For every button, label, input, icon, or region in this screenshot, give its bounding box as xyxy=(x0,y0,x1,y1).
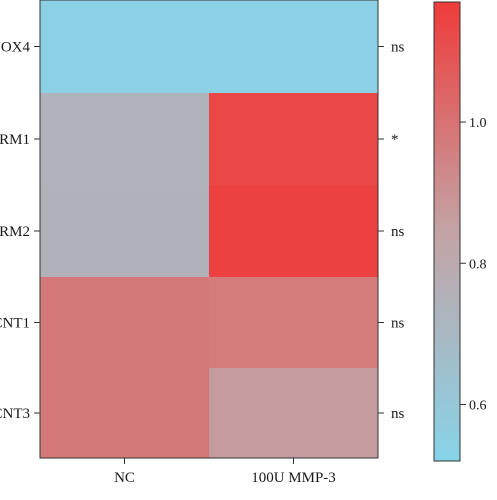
heatmap-cell xyxy=(40,185,209,277)
heatmap-cell xyxy=(40,0,209,93)
row-ticks: NOX4 RRM1 RRM2 CNT1 CNT3 xyxy=(0,40,40,422)
row-tick-label: RRM2 xyxy=(0,224,30,240)
colorbar-tick-label: 1.0 xyxy=(469,116,487,131)
heatmap-cells xyxy=(40,0,378,458)
heatmap-cell xyxy=(209,93,378,185)
row-tick-label: CNT3 xyxy=(0,406,30,422)
significance-label: ns xyxy=(391,224,405,240)
row-tick-label: RRM1 xyxy=(0,132,30,148)
significance-labels: ns * ns ns ns xyxy=(378,40,405,422)
heatmap-cell xyxy=(209,0,378,93)
heatmap-cell xyxy=(209,185,378,277)
col-ticks: NC 100U MMP-3 xyxy=(114,458,336,486)
row-tick-label: CNT1 xyxy=(0,316,30,332)
significance-label: ns xyxy=(391,316,405,332)
heatmap-cell xyxy=(40,93,209,185)
colorbar xyxy=(433,1,461,462)
significance-label: ns xyxy=(391,40,405,56)
col-tick-label: 100U MMP-3 xyxy=(251,470,336,486)
heatmap-cell xyxy=(40,277,209,368)
heatmap-cell xyxy=(40,368,209,458)
heatmap-cell xyxy=(209,277,378,368)
colorbar-tick-label: 0.6 xyxy=(469,399,487,414)
colorbar-ticks: 0.6 0.8 1.0 xyxy=(460,116,487,414)
plot-frame xyxy=(39,0,379,459)
significance-label: ns xyxy=(391,406,405,422)
significance-label: * xyxy=(391,132,399,148)
colorbar-tick-label: 0.8 xyxy=(469,257,487,272)
col-tick-label: NC xyxy=(114,470,135,486)
row-tick-label: NOX4 xyxy=(0,40,30,56)
heatmap-cell xyxy=(209,368,378,458)
